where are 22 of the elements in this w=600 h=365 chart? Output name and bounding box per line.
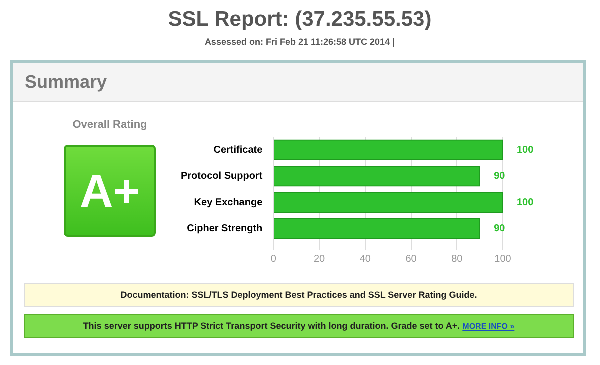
x-tick-label: 0 — [270, 254, 277, 265]
data-label: 90 — [494, 171, 506, 182]
y-tick-label: Certificate — [214, 144, 264, 156]
x-tick-label: 40 — [360, 254, 372, 265]
x-tick-label: 80 — [452, 254, 464, 265]
x-tick-label: 100 — [494, 254, 512, 265]
y-tick-label: Cipher Strength — [187, 224, 263, 235]
x-tick-label: 20 — [314, 254, 326, 265]
x-tick-label: 60 — [406, 254, 418, 265]
text: Overall Rating — [72, 119, 148, 131]
data-label: 100 — [517, 144, 534, 156]
chart-subtitle: Assessed on: Fri Feb 21 11:26:58 UTC 2014 | — [204, 37, 396, 47]
y-tick-label: Protocol Support — [180, 171, 264, 182]
data-label: 90 — [494, 224, 506, 235]
text: Summary — [13, 63, 583, 102]
text: MORE INFO » — [462, 322, 515, 331]
y-tick-label: Key Exchange — [194, 197, 264, 208]
text: Documentation: SSL/TLS Deployment Best Practices and SSL Server Rating Guide. — [24, 283, 574, 307]
chart-title: SSL Report: (37.235.55.53) — [167, 8, 433, 32]
grade-box: A+ — [64, 145, 156, 237]
text: This server supports HTTP Strict Transport Security with long duration. Grade set to A+. — [83, 321, 460, 331]
data-label: 100 — [517, 197, 534, 208]
